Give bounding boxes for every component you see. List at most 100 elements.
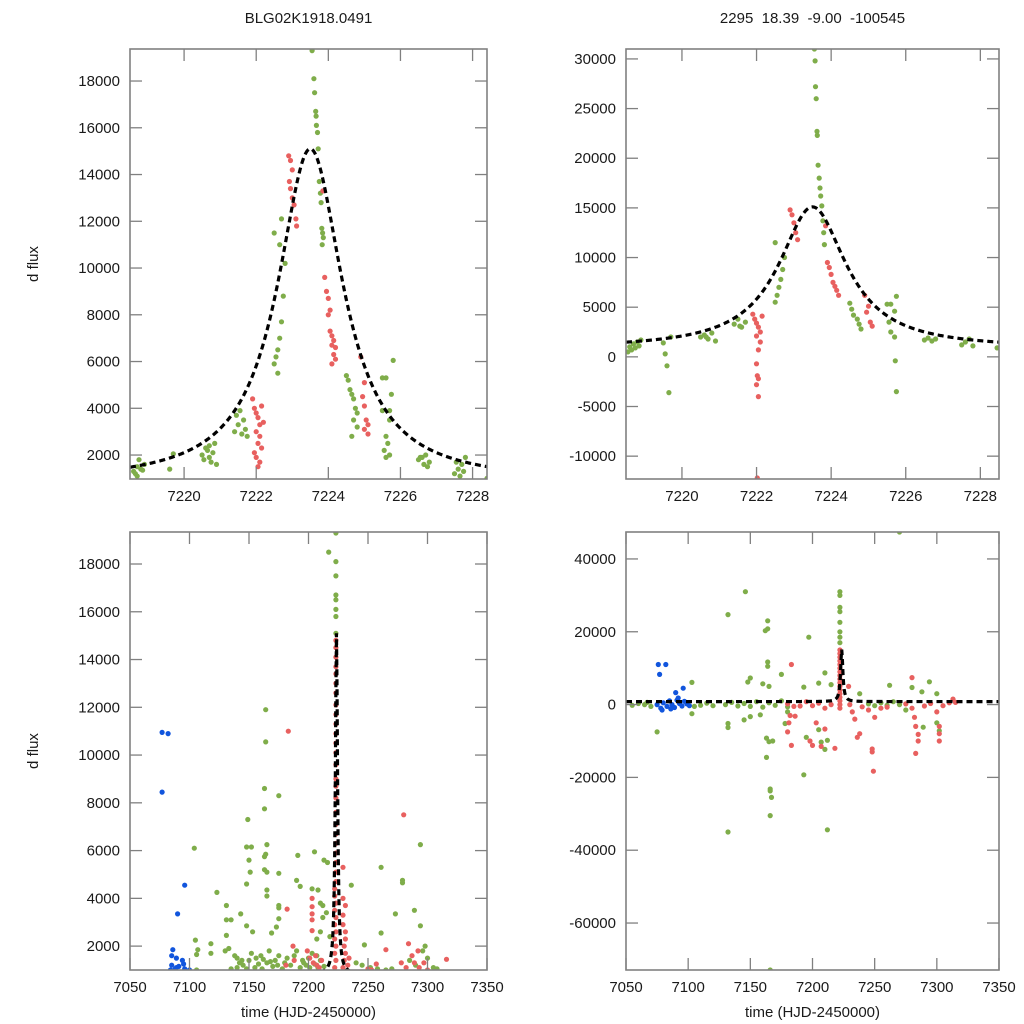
y-tick-label: 6000 (87, 843, 120, 860)
data-point-green (347, 387, 353, 393)
data-point-red (785, 729, 791, 735)
x-axis-label: time (HJD-2450000) (241, 1004, 376, 1021)
data-point-green (837, 629, 843, 635)
data-point-green (423, 452, 429, 458)
data-point-green (765, 618, 771, 624)
data-point-red (786, 720, 792, 726)
data-point-green (849, 306, 855, 312)
data-point-red (294, 223, 300, 229)
data-point-green (407, 957, 413, 964)
series-green (191, 532, 440, 970)
data-point-red (849, 709, 855, 715)
y-tick-label: 5000 (583, 299, 616, 316)
data-point-red (405, 941, 412, 947)
data-point-red (409, 953, 415, 959)
data-point-green (822, 746, 828, 753)
data-point-green (816, 175, 822, 181)
data-point-green (279, 966, 285, 970)
data-point-red (259, 403, 265, 409)
data-point-red (807, 738, 813, 744)
data-point-red (837, 669, 843, 675)
data-point-green (385, 440, 391, 446)
plot-frame (625, 531, 1000, 971)
data-point-green (837, 634, 843, 640)
data-point-green (424, 464, 431, 470)
data-point-red (383, 947, 389, 953)
data-point-red (837, 702, 843, 708)
data-point-red (332, 936, 338, 942)
data-point-red (753, 361, 760, 367)
data-point-green (272, 957, 278, 964)
data-point-green (276, 905, 282, 911)
data-point-green (766, 683, 772, 690)
data-point-green (712, 338, 719, 344)
data-point-green (698, 702, 704, 708)
data-point-red (286, 178, 292, 185)
data-point-blue (170, 947, 176, 953)
data-point-green (434, 966, 440, 970)
data-point-blue (169, 962, 175, 968)
data-point-green (837, 609, 843, 615)
data-point-red (759, 313, 765, 319)
data-point-blue (182, 966, 188, 970)
data-point-red (255, 415, 261, 421)
data-point-green (280, 293, 286, 299)
data-point-green (226, 945, 232, 952)
data-point-green (259, 966, 265, 970)
data-point-red (869, 323, 875, 329)
data-point-red (847, 702, 853, 708)
data-point-green (378, 930, 384, 936)
data-point-green (214, 889, 220, 896)
x-tick-label: 7150 (232, 979, 265, 996)
data-point-red (915, 738, 921, 744)
data-point-green (689, 711, 695, 717)
data-point-green (383, 433, 389, 439)
data-point-green (320, 235, 326, 241)
data-point-green (354, 424, 360, 430)
data-point-green (192, 937, 198, 943)
x-tick-label: 7228 (964, 488, 997, 505)
data-point-red (832, 745, 838, 751)
data-point-green (316, 178, 322, 185)
data-point-green (223, 917, 229, 923)
data-point-green (455, 466, 461, 472)
data-point-green (822, 670, 828, 676)
data-point-green (326, 549, 332, 555)
data-point-green (263, 739, 269, 745)
data-point-red (257, 433, 263, 439)
data-point-green (269, 930, 275, 936)
data-point-red (936, 738, 942, 744)
data-point-green (970, 343, 976, 349)
data-point-green (312, 90, 318, 96)
data-point-green (278, 319, 285, 325)
data-point-green (195, 947, 201, 953)
data-point-red (443, 956, 450, 962)
data-point-blue (686, 703, 693, 709)
data-point-red (837, 705, 843, 711)
data-point-green (816, 727, 822, 733)
data-point-green (248, 844, 254, 850)
data-points (626, 49, 999, 479)
data-point-green (318, 200, 324, 206)
y-axis-label: d flux (25, 733, 42, 769)
data-point-red (864, 309, 870, 315)
data-point-red (813, 720, 819, 726)
data-point-red (755, 376, 762, 382)
data-point-green (462, 454, 468, 460)
data-point-green (271, 230, 277, 236)
data-point-green (275, 962, 281, 968)
data-point-red (325, 295, 331, 301)
data-point-green (741, 700, 747, 707)
data-point-green (244, 881, 250, 887)
data-point-green (288, 962, 294, 968)
data-point-red (332, 356, 339, 362)
data-point-green (244, 844, 250, 850)
data-point-green (636, 343, 642, 349)
data-point-green (333, 613, 339, 620)
data-point-red (342, 902, 348, 909)
data-point-green (422, 943, 428, 949)
data-point-red (332, 886, 338, 892)
data-point-green (757, 712, 763, 718)
y-tick-label: 16000 (78, 120, 120, 137)
data-point-green (806, 634, 812, 640)
